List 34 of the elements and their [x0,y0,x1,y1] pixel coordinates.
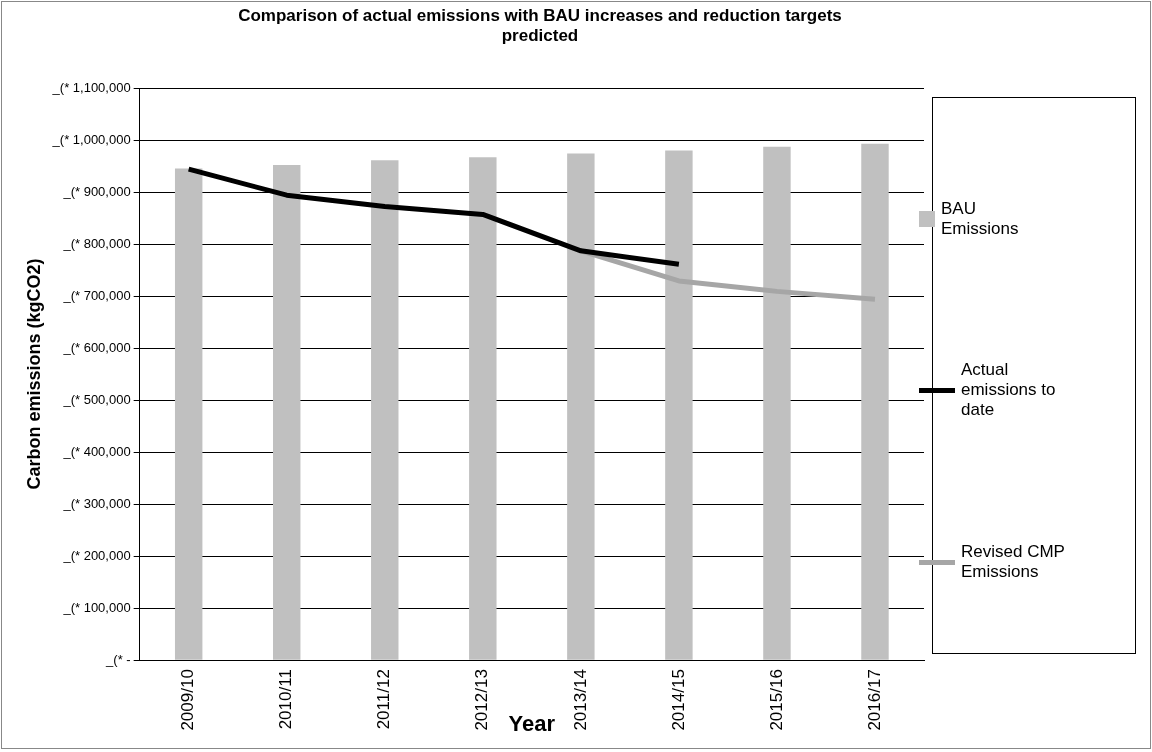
y-axis-title: Carbon emissions (kgCO2) [23,258,44,490]
bar [567,153,595,660]
chart-title: Comparison of actual emissions with BAU increases and reduction targets predicted [237,6,843,46]
x-axis-title: Year [508,710,556,736]
x-tick-label: 2012/13 [472,669,492,731]
bar [861,143,889,660]
legend-label: BAU Emissions [941,198,1020,239]
y-tick-label: _(* - [105,651,131,667]
y-tick-label: _(* 500,000 [62,391,131,407]
bar [763,146,791,660]
y-tick-label: _(* 1,000,000 [51,131,131,147]
x-tick-label: 2011/12 [374,669,394,730]
y-tick-label: _(* 900,000 [62,183,131,199]
legend-label: Actual emissions to date [961,360,1057,421]
x-tick-label: 2016/17 [864,669,884,731]
y-tick-label: _(* 400,000 [62,443,131,459]
bar [469,157,497,660]
x-tick-label: 2015/16 [766,669,786,731]
bar [174,168,203,660]
bar [273,164,301,660]
y-tick-label: _(* 100,000 [62,599,131,615]
bar [665,150,693,660]
y-tick-label: _(* 700,000 [62,287,131,303]
x-tick-label: 2010/11 [276,669,296,730]
x-tick-label: 2009/10 [178,669,198,731]
y-tick-label: _(* 1,100,000 [51,79,131,95]
bar [371,160,399,660]
y-tick-label: _(* 200,000 [62,547,131,563]
y-tick-label: _(* 300,000 [62,495,131,511]
y-tick-label: _(* 800,000 [62,235,131,251]
x-tick-label: 2014/15 [668,669,688,731]
legend-label: Revised CMP Emissions [961,542,1066,583]
y-tick-label: _(* 600,000 [62,339,131,355]
x-tick-label: 2013/14 [570,669,590,731]
